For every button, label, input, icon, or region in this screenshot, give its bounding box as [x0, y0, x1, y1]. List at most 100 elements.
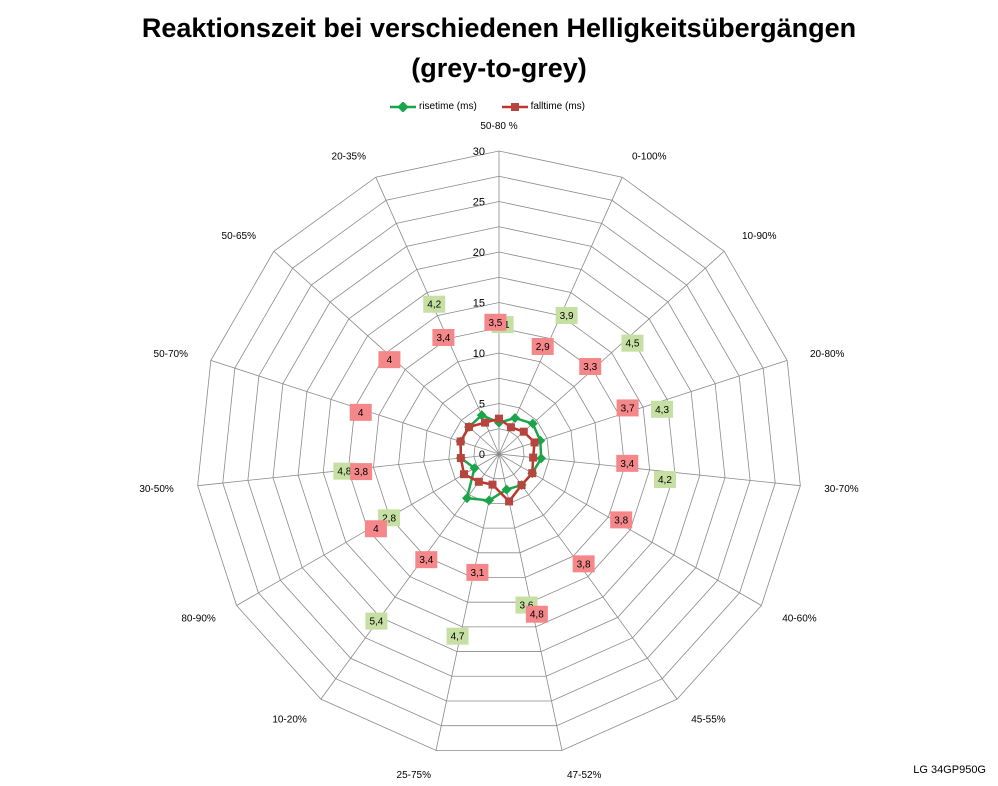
data-label-bg	[365, 612, 388, 630]
falltime-point	[481, 418, 490, 427]
risetime-point	[476, 410, 487, 421]
legend-item-falltime: falltime (ms)	[501, 101, 586, 112]
grid-ring	[272, 226, 726, 677]
grid-ring	[222, 175, 776, 727]
data-label: 3,4	[419, 555, 433, 566]
legend-swatch-risetime	[390, 101, 416, 112]
risetime-point	[527, 418, 538, 429]
data-label-bg	[525, 605, 548, 623]
category-label: 50-70%	[154, 349, 189, 360]
data-label: 3,7	[621, 403, 635, 414]
data-label: 3,5	[488, 318, 502, 329]
data-label-bg	[349, 403, 372, 421]
r-tick-label: 10	[473, 348, 485, 360]
category-label: 80-90%	[181, 614, 216, 625]
grid-ring	[448, 403, 550, 504]
falltime-point	[456, 437, 465, 446]
grid-spoke	[498, 250, 725, 455]
data-label: 3,3	[583, 362, 597, 373]
data-label-bg	[610, 511, 633, 529]
grid-ring	[247, 201, 751, 702]
data-label-bg	[555, 306, 578, 324]
category-label: 20-35%	[332, 151, 367, 162]
data-label: 4,3	[655, 405, 669, 416]
legend-label-falltime: falltime (ms)	[530, 101, 586, 112]
risetime-point	[501, 484, 512, 495]
data-label: 4	[358, 408, 364, 419]
category-label: 20-80%	[810, 349, 845, 360]
model-watermark: LG 34GP950G	[913, 764, 986, 776]
risetime-point	[461, 493, 472, 504]
chart-legend: risetime (ms) falltime (ms)	[390, 101, 607, 115]
grid-ring	[322, 276, 676, 628]
legend-item-risetime: risetime (ms)	[390, 101, 477, 112]
category-label: 25-75%	[397, 770, 432, 781]
r-tick-label: 30	[473, 146, 485, 158]
data-label-bg	[484, 313, 507, 331]
grid-spoke	[498, 453, 678, 700]
data-label-bg	[350, 463, 373, 481]
category-label: 50-65%	[222, 231, 257, 242]
category-label: 30-50%	[139, 484, 174, 495]
grid-ring	[398, 352, 600, 554]
data-label: 3,4	[436, 333, 450, 344]
risetime-point	[484, 495, 495, 506]
data-label: 3,8	[577, 559, 591, 570]
category-label: 10-20%	[272, 715, 307, 726]
data-label: 4,5	[626, 339, 640, 350]
risetime-point	[469, 463, 480, 474]
category-label: 47-52%	[567, 770, 602, 781]
grid-spoke	[320, 453, 500, 700]
falltime-point	[460, 470, 469, 479]
grid-spoke	[498, 453, 762, 606]
grid-ring	[373, 327, 625, 578]
category-label: 40-60%	[782, 614, 817, 625]
r-tick-label: 0	[479, 449, 485, 461]
data-label-bg	[616, 454, 639, 472]
falltime-point	[464, 422, 473, 431]
data-label: 2,8	[382, 513, 396, 524]
r-tick-label: 5	[479, 399, 485, 411]
grid-ring	[473, 428, 525, 480]
grid-spoke	[498, 359, 788, 455]
data-label: 3,8	[354, 467, 368, 478]
data-label-bg	[423, 295, 446, 313]
chart-title: Reaktionszeit bei verschiedenen Helligke…	[0, 8, 998, 88]
data-label-bg	[653, 471, 676, 489]
data-label: 3,4	[620, 459, 634, 470]
grid-ring	[347, 302, 651, 603]
data-label-bg	[572, 555, 595, 573]
falltime-point	[530, 438, 539, 447]
risetime-point	[536, 453, 547, 464]
falltime-point	[529, 453, 538, 462]
grid-spoke	[498, 453, 801, 487]
falltime-point	[456, 454, 465, 463]
falltime-point	[505, 497, 514, 506]
falltime-point	[488, 480, 497, 489]
data-label: 4,8	[530, 610, 544, 621]
falltime-point	[506, 423, 515, 432]
falltime-point	[528, 469, 537, 478]
data-label: 3,1	[470, 568, 484, 579]
data-label-bg	[651, 400, 674, 418]
data-label: 4	[387, 355, 393, 366]
falltime-point	[519, 427, 528, 436]
data-label-bg	[621, 334, 644, 352]
risetime-point	[510, 413, 520, 423]
data-label-bg	[531, 337, 554, 355]
data-label-bg	[579, 358, 602, 376]
data-label-bg	[446, 627, 469, 645]
data-label: 3,8	[614, 515, 628, 526]
data-label: 4,8	[337, 467, 351, 478]
category-label: 30-70%	[824, 484, 859, 495]
chart-title-line-2: (grey-to-grey)	[411, 53, 587, 83]
data-label: 4	[373, 524, 379, 535]
data-label-bg	[364, 520, 387, 538]
data-label-bg	[466, 563, 489, 581]
data-label: 4,7	[451, 632, 465, 643]
falltime-point	[517, 481, 526, 490]
data-label: 5,4	[369, 617, 383, 628]
r-tick-label: 25	[473, 197, 485, 209]
category-label: 50-80 %	[480, 121, 517, 132]
